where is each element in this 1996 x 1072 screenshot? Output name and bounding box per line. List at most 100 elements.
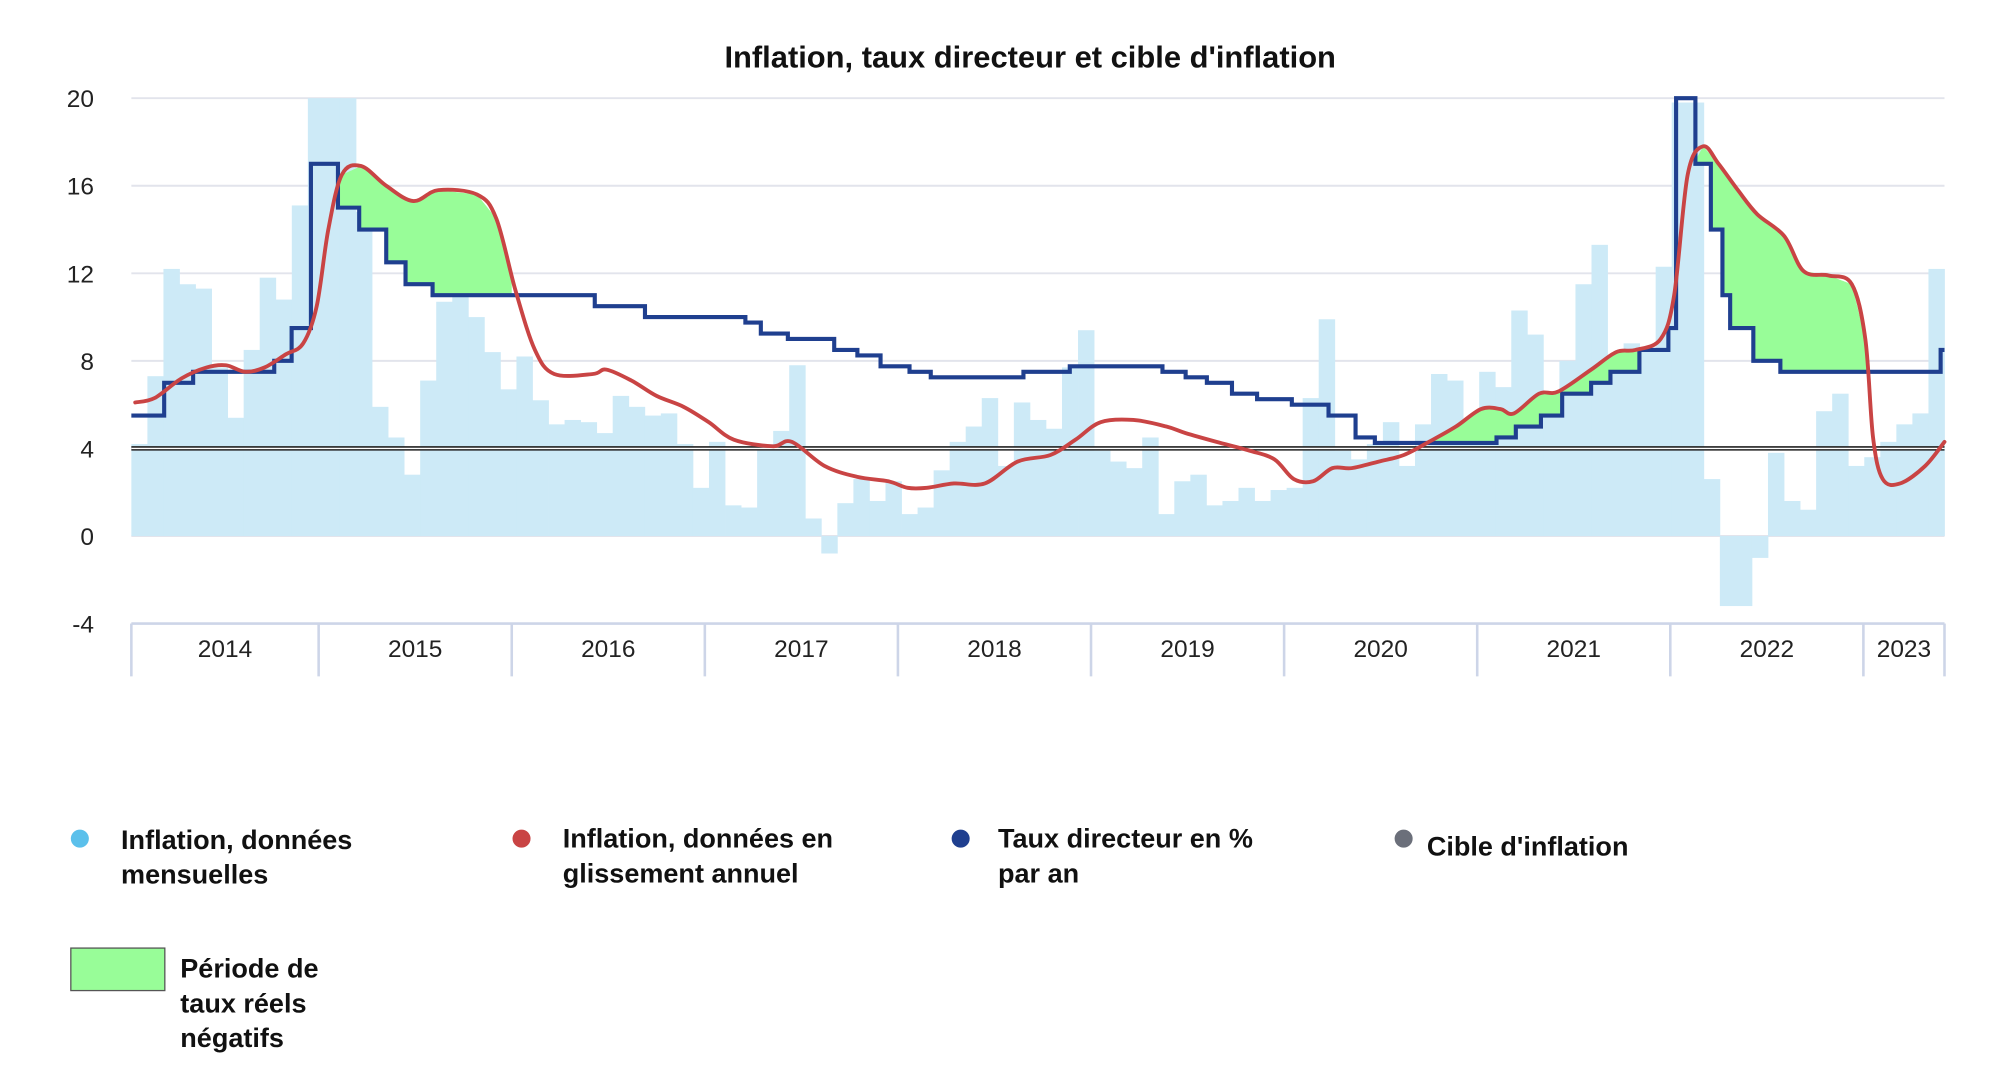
y-tick-label: 16 xyxy=(67,174,94,201)
monthly-inflation-bar xyxy=(1463,430,1480,536)
monthly-inflation-bar xyxy=(436,301,453,536)
yoy-inflation-line xyxy=(133,144,1947,491)
monthly-inflation-bar xyxy=(372,406,389,536)
monthly-inflation-bar xyxy=(500,389,517,536)
y-tick-label: 0 xyxy=(80,524,94,551)
monthly-inflation-bar xyxy=(1543,393,1560,536)
monthly-inflation-bar xyxy=(1270,490,1288,536)
monthly-inflation-bar xyxy=(869,500,886,536)
legend-item-policy-rate[interactable]: Taux directeur en % par an xyxy=(951,824,1253,889)
x-tick-label: 2017 xyxy=(774,636,828,663)
legend-dot-icon xyxy=(1394,829,1413,848)
x-tick-label: 2022 xyxy=(1740,636,1794,663)
monthly-inflation-bar xyxy=(1222,500,1239,536)
legend-label: Taux directeur en % par an xyxy=(998,824,1253,889)
monthly-inflation-bar xyxy=(1238,487,1255,536)
monthly-inflation-bar xyxy=(1784,500,1801,536)
monthly-inflation-bar xyxy=(1527,334,1544,536)
monthly-inflation-bar xyxy=(837,503,854,536)
monthly-inflation-bar xyxy=(1431,374,1448,536)
monthly-inflation-bar xyxy=(1045,428,1063,536)
monthly-inflation-bar xyxy=(564,419,582,536)
monthly-inflation-bar xyxy=(1190,474,1207,536)
monthly-inflation-bar xyxy=(468,317,485,536)
monthly-inflation-bar xyxy=(692,487,710,536)
monthly-inflation-bar xyxy=(1398,465,1416,536)
x-tick-label: 2018 xyxy=(967,636,1021,663)
monthly-inflation-bar xyxy=(420,380,437,536)
monthly-inflation-bar xyxy=(773,430,790,536)
monthly-inflation-bar xyxy=(1591,244,1608,536)
monthly-inflation-bar xyxy=(676,444,694,536)
monthly-inflation-bar xyxy=(757,444,774,536)
monthly-inflation-bar xyxy=(1350,459,1368,536)
y-tick-label: 20 xyxy=(67,86,94,113)
monthly-inflation-bar xyxy=(628,406,646,536)
legend-label: Inflation, données mensuelles xyxy=(121,825,352,890)
negative-real-rate-area xyxy=(1423,347,1641,443)
monthly-inflation-bar xyxy=(1864,457,1881,536)
monthly-inflation-bar xyxy=(1094,450,1111,536)
x-tick-label: 2019 xyxy=(1160,636,1214,663)
monthly-inflation-bar xyxy=(1687,102,1705,536)
chart-title: Inflation, taux directeur et cible d'inf… xyxy=(724,39,1336,74)
monthly-inflation-bar xyxy=(644,415,662,536)
monthly-inflation-bar xyxy=(933,470,951,536)
monthly-inflation-bar xyxy=(1126,468,1143,536)
legend-item-negative-real-rates[interactable]: Période de taux réels négatifs xyxy=(70,947,319,1053)
monthly-inflation-bar xyxy=(1414,424,1432,536)
legend-item-yoy-inflation[interactable]: Inflation, données en glissement annuel xyxy=(512,824,834,889)
monthly-inflation-bar xyxy=(179,284,196,536)
monthly-inflation-bar xyxy=(660,413,678,536)
monthly-inflation-bar xyxy=(484,352,501,536)
monthly-inflation-bar xyxy=(1719,536,1737,607)
legend-label: Inflation, données en glissement annuel xyxy=(563,824,833,889)
monthly-inflation-bar xyxy=(1382,422,1400,536)
monthly-inflation-bar xyxy=(1142,437,1159,536)
monthly-inflation-bar xyxy=(1735,536,1753,607)
monthly-inflation-bar xyxy=(1447,380,1464,536)
monthly-inflation-bar xyxy=(997,465,1015,536)
monthly-inflation-bar xyxy=(211,367,229,536)
y-tick-label: -4 xyxy=(72,612,94,639)
legend-item-monthly-inflation[interactable]: Inflation, données mensuelles xyxy=(70,825,353,890)
x-axis: 2014 2015 2016 2017 2018 2019 2020 2021 … xyxy=(130,622,1946,677)
monthly-inflation-bar xyxy=(949,441,967,536)
monthly-inflation-bar xyxy=(1816,411,1833,536)
monthly-inflation-bar xyxy=(548,424,565,536)
monthly-inflation-bar xyxy=(1334,450,1352,536)
monthly-inflation-bar xyxy=(1366,444,1384,536)
monthly-inflation-bar xyxy=(1751,536,1769,558)
monthly-inflation-bar xyxy=(452,295,469,536)
monthly-inflation-bar xyxy=(388,437,405,536)
monthly-inflation-bar xyxy=(708,441,726,536)
monthly-inflation-bar xyxy=(1655,266,1673,536)
monthly-inflation-bar xyxy=(981,398,999,536)
monthly-inflation-bar xyxy=(725,505,742,536)
monthly-inflation-bar xyxy=(1061,367,1079,536)
monthly-inflation-bar xyxy=(1174,481,1191,536)
monthly-inflation-bar xyxy=(596,433,614,536)
y-tick-label: 8 xyxy=(80,349,94,376)
monthly-inflation-bar xyxy=(1158,514,1175,536)
y-tick-label: 4 xyxy=(80,436,94,463)
series-lines xyxy=(131,96,1947,491)
monthly-inflation-bar xyxy=(1800,509,1817,536)
monthly-inflation-bars xyxy=(131,98,1945,607)
monthly-inflation-bar xyxy=(532,400,549,536)
monthly-inflation-bar xyxy=(805,518,822,536)
monthly-inflation-bar xyxy=(259,277,277,536)
monthly-inflation-bar xyxy=(1639,347,1657,536)
x-tick-label: 2021 xyxy=(1547,636,1601,663)
y-tick-label: 12 xyxy=(67,261,94,288)
legend-item-inflation-target[interactable]: Cible d'inflation xyxy=(1394,829,1629,862)
monthly-inflation-bar xyxy=(1254,500,1271,536)
x-tick-label: 2014 xyxy=(198,636,252,663)
monthly-inflation-bar xyxy=(355,212,373,536)
monthly-inflation-bar xyxy=(901,514,918,536)
y-axis-ticks: 20 16 12 8 4 0 -4 xyxy=(67,86,94,638)
monthly-inflation-bar xyxy=(821,536,838,554)
x-tick-label: 2023 xyxy=(1877,636,1931,663)
monthly-inflation-bar xyxy=(243,349,261,536)
monthly-inflation-bar xyxy=(404,474,421,536)
